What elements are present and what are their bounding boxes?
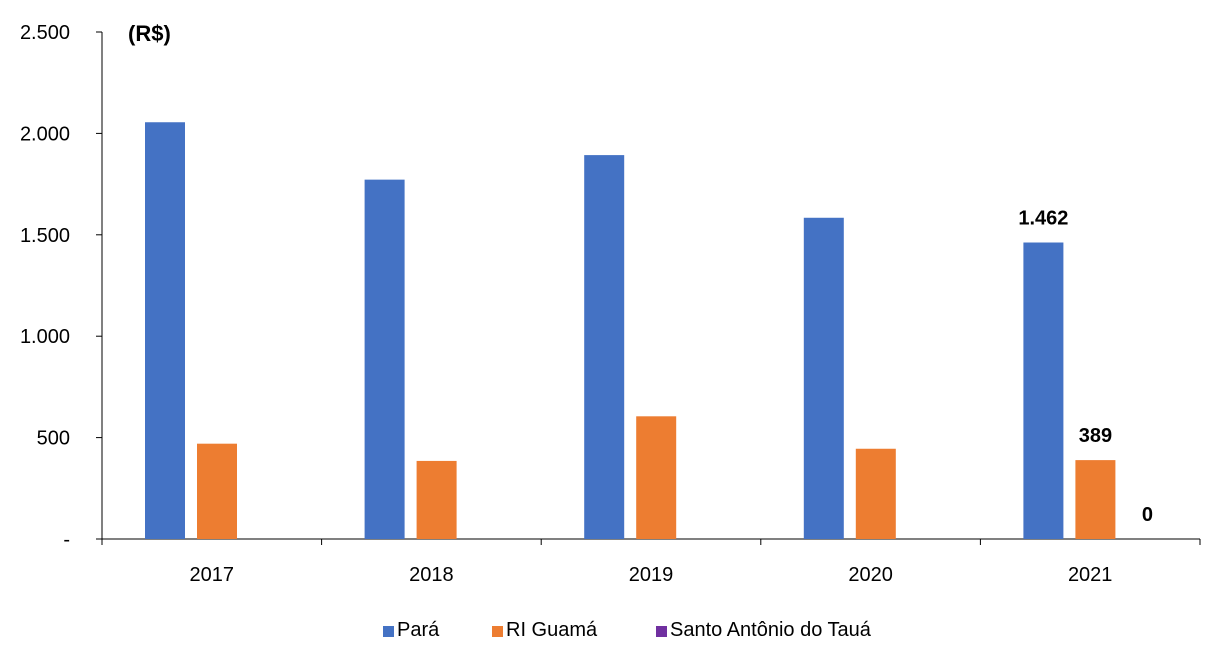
y-tick-label: 1.000: [20, 326, 70, 348]
x-tick-label: 2020: [848, 564, 893, 586]
legend-label: Pará: [397, 619, 440, 641]
legend-label: Santo Antônio do Tauá: [670, 619, 872, 641]
y-tick-label: 500: [37, 428, 70, 450]
legend-swatch: [383, 626, 394, 637]
x-tick-label: 2021: [1068, 564, 1113, 586]
data-label: 0: [1142, 504, 1153, 526]
bar: [1075, 460, 1116, 539]
data-label: 389: [1079, 425, 1112, 447]
legend: Pará RI Guamá Santo Antônio do Tauá: [383, 619, 872, 641]
y-tick-label: 2.000: [20, 123, 70, 145]
y-tick-label: 1.500: [20, 225, 70, 247]
x-tick-label: 2018: [409, 564, 454, 586]
bar: [855, 448, 896, 539]
bar: [803, 217, 844, 539]
bar: [364, 179, 405, 539]
bar: [145, 122, 185, 539]
legend-label: RI Guamá: [506, 619, 598, 641]
data-label: 1.462: [1018, 208, 1068, 230]
y-tick-label: -: [63, 529, 70, 551]
unit-label: (R$): [128, 21, 171, 46]
legend-swatch: [656, 626, 667, 637]
x-tick-label: 2017: [190, 564, 235, 586]
bar: [1023, 242, 1064, 539]
x-tick-label: 2019: [629, 564, 674, 586]
bar: [416, 460, 457, 539]
bar: [197, 443, 237, 539]
bar: [584, 155, 625, 539]
plot-area: - 500 1.000 1.500 2.000 2.500 2017 2018 2019 2020…: [20, 22, 1201, 586]
bar: [636, 416, 677, 539]
y-tick-label: 2.500: [20, 22, 70, 44]
legend-swatch: [492, 626, 503, 637]
